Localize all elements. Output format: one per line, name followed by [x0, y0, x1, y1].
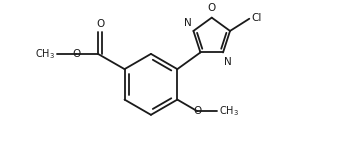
- Text: Cl: Cl: [252, 13, 262, 23]
- Text: O: O: [208, 4, 216, 13]
- Text: N: N: [224, 57, 232, 67]
- Text: N: N: [184, 18, 191, 28]
- Text: O: O: [193, 106, 201, 116]
- Text: O: O: [72, 49, 81, 59]
- Text: O: O: [96, 19, 104, 29]
- Text: CH$_3$: CH$_3$: [35, 47, 55, 61]
- Text: CH$_3$: CH$_3$: [219, 104, 239, 118]
